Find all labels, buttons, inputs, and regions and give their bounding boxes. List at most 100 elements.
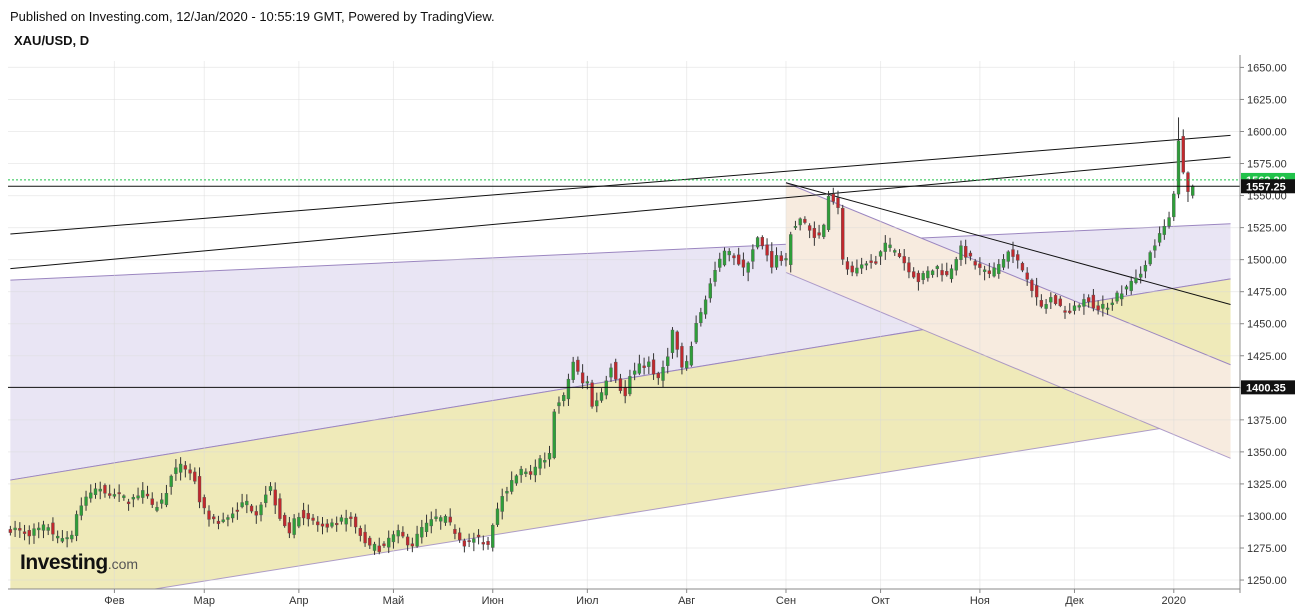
- y-tick-label: 1425.00: [1247, 351, 1287, 363]
- candle-body: [1001, 259, 1006, 268]
- candle: [472, 532, 476, 552]
- candle: [264, 485, 268, 508]
- candle-body: [377, 545, 381, 552]
- candle: [746, 261, 750, 282]
- candle-body: [93, 488, 98, 495]
- candle: [122, 494, 126, 501]
- candle-body: [60, 538, 65, 542]
- candle-body: [1072, 305, 1077, 311]
- candle: [580, 364, 585, 389]
- candle-body: [65, 537, 69, 540]
- candle-body: [760, 237, 765, 247]
- candle: [27, 525, 31, 545]
- candle: [287, 516, 292, 539]
- candle-body: [514, 475, 519, 484]
- candle: [278, 493, 282, 521]
- candle: [32, 523, 36, 544]
- candle: [547, 445, 552, 467]
- candle-body: [448, 516, 452, 523]
- candle-body: [916, 272, 921, 283]
- channel-yellow: [10, 278, 1231, 589]
- candle-body: [363, 531, 367, 544]
- candle-body: [141, 490, 145, 498]
- candle-body: [145, 493, 150, 497]
- candle: [1167, 211, 1171, 229]
- candle-body: [89, 492, 93, 499]
- candle-body: [476, 534, 481, 538]
- candle-body: [22, 531, 27, 534]
- candle-body: [973, 261, 977, 266]
- candle-body: [193, 471, 197, 482]
- candle: [978, 257, 982, 276]
- candle: [164, 484, 169, 508]
- candle: [1148, 250, 1152, 267]
- candle-body: [500, 496, 504, 512]
- x-tick-label: Апр: [289, 595, 308, 607]
- candle: [883, 235, 887, 260]
- y-tick-label: 1475.00: [1247, 287, 1287, 299]
- candle: [183, 461, 188, 478]
- y-tick-label: 1600.00: [1247, 126, 1287, 138]
- y-tick-label: 1375.00: [1247, 415, 1287, 427]
- candle-body: [859, 264, 864, 269]
- candle-body: [694, 322, 698, 343]
- candle: [774, 247, 779, 270]
- candle-body: [524, 471, 528, 475]
- candle-body: [306, 513, 310, 520]
- candle-body: [301, 509, 306, 519]
- candle-body: [637, 363, 642, 374]
- candle-body: [982, 269, 987, 272]
- candle: [1115, 290, 1119, 304]
- candle-body: [108, 493, 112, 496]
- candle-body: [945, 271, 949, 276]
- candle-body: [1191, 185, 1195, 196]
- candle-body: [912, 271, 916, 278]
- candle: [420, 519, 424, 544]
- candle-body: [708, 283, 712, 299]
- candle-body: [1101, 303, 1105, 309]
- x-tick-label: 2020: [1162, 595, 1186, 607]
- candle: [552, 409, 556, 460]
- candle: [945, 262, 949, 277]
- candle-body: [926, 270, 930, 279]
- candle-body: [1049, 297, 1053, 303]
- candle-body: [798, 218, 802, 226]
- candle-body: [372, 543, 377, 551]
- candle-body: [46, 527, 50, 531]
- candle-body: [552, 411, 556, 458]
- candle: [155, 501, 159, 513]
- candle-body: [1186, 172, 1190, 192]
- candle: [70, 530, 74, 543]
- candle: [98, 481, 102, 500]
- candle-body: [949, 268, 954, 280]
- candle: [907, 256, 911, 279]
- candle: [141, 482, 145, 504]
- candle-body: [718, 258, 722, 268]
- candle-body: [992, 267, 996, 277]
- candle-body: [1124, 286, 1129, 290]
- candle: [666, 347, 670, 374]
- candle: [131, 494, 135, 508]
- candle-body: [684, 361, 689, 369]
- candle: [240, 493, 244, 509]
- candle-body: [8, 529, 13, 533]
- candle: [230, 507, 235, 523]
- candle: [297, 512, 301, 529]
- price-tag-label: 1400.35: [1246, 382, 1286, 394]
- candle: [926, 266, 930, 282]
- candle-body: [505, 491, 509, 494]
- candle: [699, 307, 703, 327]
- candle: [789, 231, 793, 273]
- candle: [325, 519, 329, 533]
- candle-body: [1034, 285, 1039, 298]
- candle: [443, 514, 448, 526]
- candle: [401, 526, 405, 539]
- candle-body: [538, 458, 542, 469]
- candle-body: [1063, 310, 1067, 313]
- candle-body: [358, 528, 363, 536]
- logo-suffix: .com: [107, 556, 139, 572]
- y-tick-label: 1250.00: [1247, 575, 1287, 587]
- candle-body: [897, 253, 902, 257]
- candle-body: [1120, 293, 1124, 300]
